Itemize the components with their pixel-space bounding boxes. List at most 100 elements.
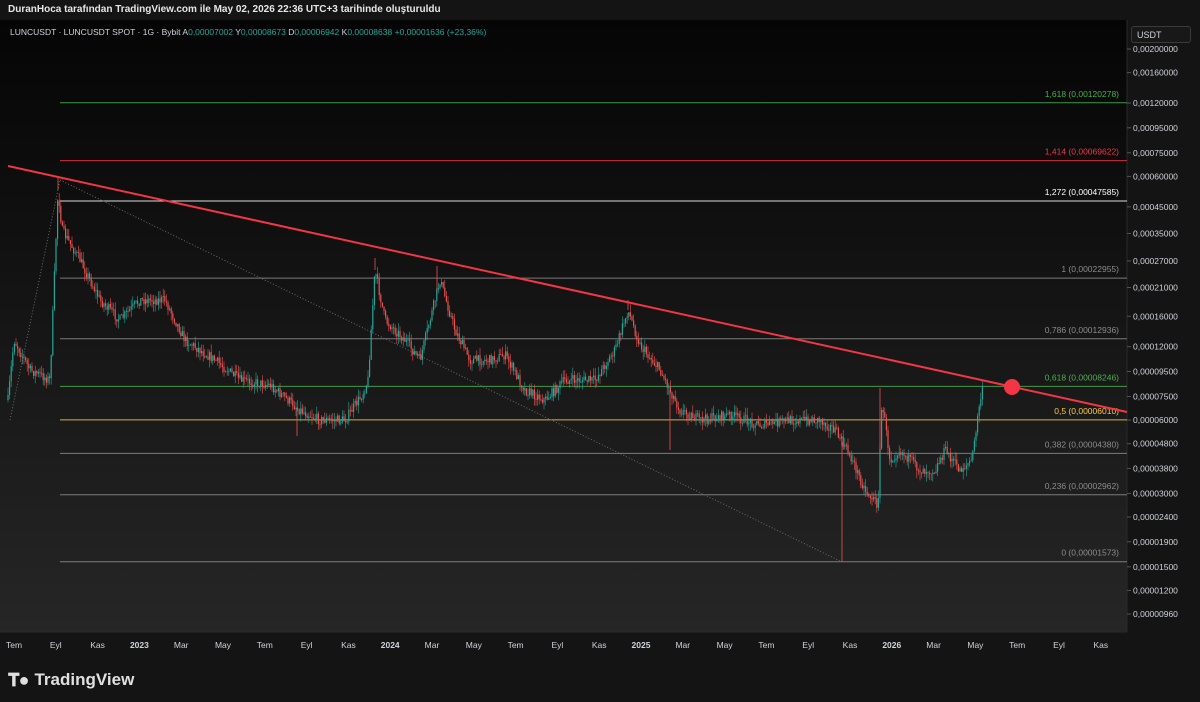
candle-body: [367, 376, 369, 386]
time-tick-label: Tem: [508, 640, 524, 650]
candle-body: [802, 416, 804, 418]
candle-body: [325, 418, 327, 423]
candle-body: [757, 421, 759, 424]
candle-body: [287, 397, 289, 404]
candle-body: [213, 355, 215, 361]
candle-body: [837, 428, 839, 438]
time-tick-label: Kas: [1093, 640, 1108, 650]
time-tick-label: Kas: [90, 640, 105, 650]
candle-body: [914, 459, 916, 463]
candle-body: [212, 355, 214, 362]
candle-body: [444, 287, 446, 297]
candle-body: [309, 416, 311, 418]
candle-body: [682, 410, 684, 415]
candle-body: [122, 314, 124, 318]
candle-body: [185, 336, 187, 342]
candle-body: [967, 463, 969, 466]
candle-body: [695, 413, 697, 421]
fib-level-label: 1 (0,00022955): [1061, 264, 1119, 274]
candle-body: [204, 355, 206, 358]
candle-body: [60, 205, 62, 223]
candle-body: [821, 419, 823, 425]
brand-logo[interactable]: 𝐓● TradingView: [8, 668, 134, 692]
candle-body: [729, 412, 731, 414]
candle-body: [156, 299, 158, 305]
candle-body: [845, 444, 847, 446]
candle-body: [813, 417, 815, 424]
candle-body: [79, 252, 81, 263]
candle-body: [413, 351, 415, 355]
currency-unit-button[interactable]: USDT: [1131, 26, 1191, 43]
candle-body: [33, 371, 35, 376]
candle-body: [913, 457, 915, 460]
time-tick-label: Mar: [425, 640, 440, 650]
candle-body: [386, 316, 388, 324]
candle-body: [335, 419, 337, 422]
plot-background: [0, 20, 1127, 632]
candle-body: [138, 303, 140, 306]
candle-body: [425, 333, 427, 341]
candle-body: [346, 421, 348, 423]
candle-body: [887, 430, 889, 449]
candle-body: [74, 252, 76, 254]
symbol-legend[interactable]: LUNCUSDT · LUNCUSDT SPOT · 1G · Bybit A0…: [10, 27, 486, 37]
candle-body: [652, 359, 654, 363]
candle-body: [548, 397, 550, 400]
candle-body: [322, 416, 324, 420]
candle-body: [809, 419, 811, 425]
candle-body: [244, 377, 246, 379]
candle-body: [810, 419, 812, 422]
candle-body: [578, 378, 580, 383]
time-tick-label: Kas: [341, 640, 356, 650]
candle-body: [869, 495, 871, 498]
candle-body: [639, 342, 641, 344]
candle-body: [241, 375, 243, 382]
candle-body: [647, 354, 649, 359]
candle-body: [831, 424, 833, 427]
price-tick-label: 0,00000960: [1133, 609, 1178, 619]
candle-body: [109, 304, 111, 308]
candle-body: [533, 389, 535, 400]
candle-body: [778, 418, 780, 427]
time-axis[interactable]: Tem Eyl Kas 2023 Mar May Tem Eyl Kas 2024 Mar May Te…: [6, 640, 1108, 650]
candle-body: [972, 450, 974, 461]
candle-body: [255, 379, 257, 385]
breakout-point-marker[interactable]: [1004, 379, 1020, 395]
descending-trendline[interactable]: [7, 165, 1128, 413]
candle-body: [847, 444, 849, 453]
time-tick-label: Kas: [592, 640, 607, 650]
candle-body: [575, 380, 577, 383]
candle-body: [554, 385, 556, 397]
candle-body: [209, 352, 211, 360]
candle-body: [389, 325, 391, 330]
candle-body: [162, 296, 164, 298]
candle-body: [412, 348, 414, 355]
candle-body: [377, 274, 379, 279]
candle-body: [167, 302, 169, 310]
candle-body: [348, 409, 350, 422]
candle-body: [236, 371, 238, 373]
candle-body: [961, 468, 963, 472]
candle-body: [585, 376, 587, 381]
candle-body: [669, 387, 671, 393]
price-axis[interactable]: 0,00200000 0,00160000 0,00120000 0,00095000…: [1127, 44, 1178, 619]
candle-body: [812, 417, 814, 422]
candle-body: [975, 432, 977, 441]
candle-body: [113, 309, 115, 311]
candle-body: [98, 295, 100, 297]
candle-body: [226, 371, 228, 373]
candle-body: [471, 363, 473, 365]
candle-body: [105, 303, 107, 306]
candle-body: [146, 299, 148, 304]
candle-body: [36, 371, 38, 374]
candle-body: [260, 380, 262, 387]
candle-body: [359, 396, 361, 400]
candle-body: [445, 296, 447, 302]
candle-body: [119, 315, 121, 320]
candle-body: [42, 373, 44, 381]
candle-body: [141, 298, 143, 300]
candle-body: [828, 429, 830, 431]
candle-body: [41, 373, 43, 374]
candle-body: [50, 355, 52, 379]
